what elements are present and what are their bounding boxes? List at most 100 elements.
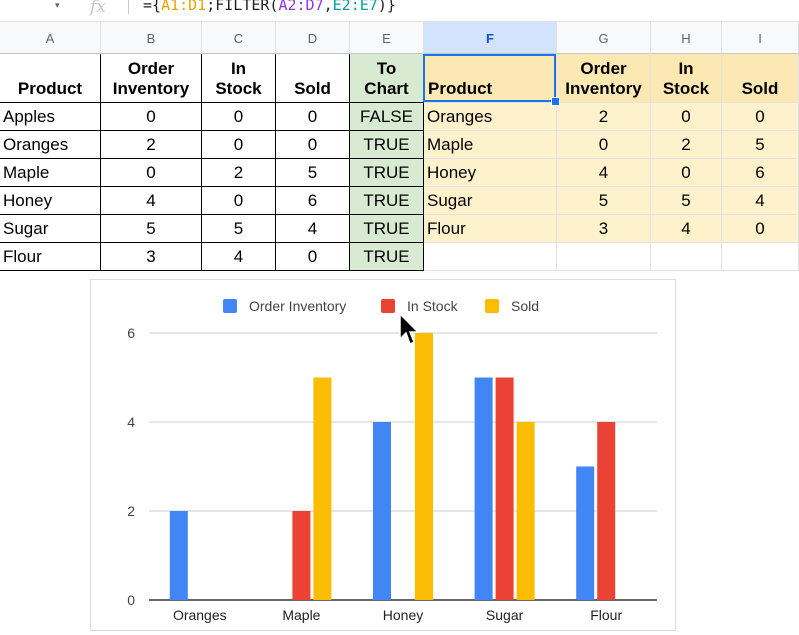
column-header-c[interactable]: C	[202, 21, 276, 54]
column-header-a[interactable]: A	[0, 21, 101, 54]
data-cell[interactable]: Flour	[0, 243, 101, 271]
to-chart-cell[interactable]: TRUE	[350, 215, 424, 243]
legend-item[interactable]: Order Inventory	[223, 298, 346, 314]
data-cell[interactable]: 0	[276, 103, 350, 131]
legend-item[interactable]: Sold	[485, 298, 539, 314]
mouse-pointer-icon	[399, 312, 420, 346]
to-chart-cell[interactable]: TRUE	[350, 243, 424, 271]
formula-bar-divider	[128, 0, 129, 14]
filtered-data-cell[interactable]: 4	[722, 187, 799, 215]
data-cell[interactable]: 4	[202, 243, 276, 271]
bar-order-inventory	[169, 511, 188, 600]
data-cell[interactable]: 5	[101, 215, 202, 243]
filtered-data-cell[interactable]: Flour	[424, 215, 557, 243]
empty-cell[interactable]	[424, 243, 557, 271]
data-cell[interactable]: 4	[101, 187, 202, 215]
cell-text: In Stock	[662, 59, 710, 98]
empty-cell[interactable]	[651, 243, 722, 271]
filtered-data-cell[interactable]: 5	[651, 187, 722, 215]
filtered-data-cell[interactable]: 4	[557, 159, 651, 187]
cell-text: Sold	[741, 79, 779, 98]
filtered-data-cell[interactable]: Maple	[424, 131, 557, 159]
data-cell[interactable]: Sugar	[0, 215, 101, 243]
column-header-d[interactable]: D	[276, 21, 350, 54]
filtered-data-cell[interactable]: 5	[557, 187, 651, 215]
x-tick-label: Maple	[282, 607, 320, 623]
filtered-data-cell[interactable]: 0	[557, 131, 651, 159]
data-cell[interactable]: 5	[202, 215, 276, 243]
formula-input[interactable]: ={A1:D1;FILTER(A2:D7,E2:E7)}	[143, 0, 396, 14]
column-header-f[interactable]: F	[424, 21, 557, 54]
x-tick-label: Sugar	[486, 607, 524, 623]
filtered-data-cell[interactable]: Sugar	[424, 187, 557, 215]
filtered-header-cell[interactable]: Sold	[722, 54, 799, 103]
formula-text: ={	[143, 0, 162, 14]
y-tick-label: 6	[127, 325, 135, 341]
legend-label: Sold	[511, 298, 540, 314]
filtered-header-cell[interactable]: Order Inventory	[557, 54, 651, 103]
header-cell[interactable]: Product	[0, 54, 101, 103]
data-cell[interactable]: 6	[276, 187, 350, 215]
filtered-data-cell[interactable]: Honey	[424, 159, 557, 187]
filtered-data-cell[interactable]: 3	[557, 215, 651, 243]
fill-handle[interactable]	[551, 97, 560, 106]
filtered-data-cell[interactable]: 4	[651, 215, 722, 243]
header-cell[interactable]: In Stock	[202, 54, 276, 103]
filtered-header-cell[interactable]: In Stock	[651, 54, 722, 103]
name-box-dropdown-icon[interactable]: ▾	[55, 0, 60, 10]
data-cell[interactable]: 2	[101, 131, 202, 159]
filtered-data-cell[interactable]: 2	[557, 103, 651, 131]
to-chart-cell[interactable]: FALSE	[350, 103, 424, 131]
filtered-data-cell[interactable]: 6	[722, 159, 799, 187]
header-cell[interactable]: Order Inventory	[101, 54, 202, 103]
filtered-data-cell[interactable]: 2	[651, 131, 722, 159]
header-cell[interactable]: To Chart	[350, 54, 424, 103]
data-cell[interactable]: Honey	[0, 187, 101, 215]
legend-item[interactable]: In Stock	[381, 298, 458, 314]
cell-text: Order Inventory	[112, 59, 190, 98]
filtered-data-cell[interactable]: 0	[722, 103, 799, 131]
data-cell[interactable]: 0	[101, 159, 202, 187]
data-cell[interactable]: 0	[101, 103, 202, 131]
column-header-i[interactable]: I	[722, 21, 799, 54]
to-chart-cell[interactable]: TRUE	[350, 187, 424, 215]
filtered-header-cell[interactable]: Product	[424, 54, 557, 103]
data-cell[interactable]: Oranges	[0, 131, 101, 159]
filtered-data-cell[interactable]: Oranges	[424, 103, 557, 131]
filtered-data-cell[interactable]: 5	[722, 131, 799, 159]
column-header-g[interactable]: G	[557, 21, 651, 54]
header-cell[interactable]: Sold	[276, 54, 350, 103]
x-tick-label: Oranges	[173, 607, 227, 623]
data-cell[interactable]: 0	[202, 187, 276, 215]
bar-sold	[313, 377, 332, 600]
to-chart-cell[interactable]: TRUE	[350, 159, 424, 187]
data-cell[interactable]: 4	[276, 215, 350, 243]
legend-swatch	[223, 299, 237, 313]
data-cell[interactable]: Apples	[0, 103, 101, 131]
column-header-b[interactable]: B	[101, 21, 202, 54]
data-cell[interactable]: 0	[202, 131, 276, 159]
to-chart-cell[interactable]: TRUE	[350, 131, 424, 159]
data-cell[interactable]: Maple	[0, 159, 101, 187]
legend-swatch	[381, 299, 395, 313]
empty-cell[interactable]	[722, 243, 799, 271]
filtered-data-cell[interactable]: 0	[722, 215, 799, 243]
filtered-data-cell[interactable]: 0	[651, 159, 722, 187]
empty-cell[interactable]	[557, 243, 651, 271]
column-header-e[interactable]: E	[350, 21, 424, 54]
filtered-data-cell[interactable]: 0	[651, 103, 722, 131]
data-cell[interactable]: 0	[276, 131, 350, 159]
data-cell[interactable]: 3	[101, 243, 202, 271]
data-cell[interactable]: 0	[276, 243, 350, 271]
formula-range-ref: A1:D1	[161, 0, 207, 14]
data-cell[interactable]: 2	[202, 159, 276, 187]
data-cell[interactable]: 5	[276, 159, 350, 187]
formula-text: ;FILTER(	[206, 0, 279, 14]
column-header-h[interactable]: H	[651, 21, 722, 54]
chart[interactable]: Order Inventory In Stock Sold 0 2 4 6 Oranges M…	[90, 279, 676, 631]
data-cell[interactable]: 0	[202, 103, 276, 131]
bar-in-stock	[495, 377, 514, 600]
formula-range-ref: E2:E7	[332, 0, 378, 14]
cell-text: Sold	[294, 79, 331, 98]
bar-order-inventory	[474, 377, 493, 600]
